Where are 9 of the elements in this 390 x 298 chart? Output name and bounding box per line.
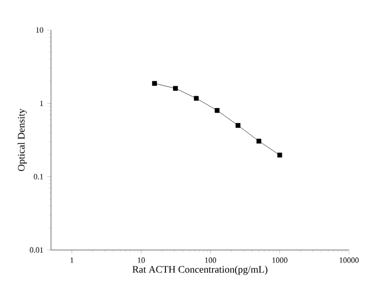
point bbox=[194, 96, 199, 101]
point bbox=[173, 86, 178, 91]
point bbox=[277, 152, 282, 158]
y-axis-title: Optical Density bbox=[18, 108, 27, 171]
point bbox=[214, 108, 220, 113]
point bbox=[236, 123, 240, 128]
point bbox=[256, 138, 262, 144]
point bbox=[152, 81, 157, 86]
x-axis-title: Rat ACTH Concentration(pg/mL) bbox=[132, 266, 268, 275]
